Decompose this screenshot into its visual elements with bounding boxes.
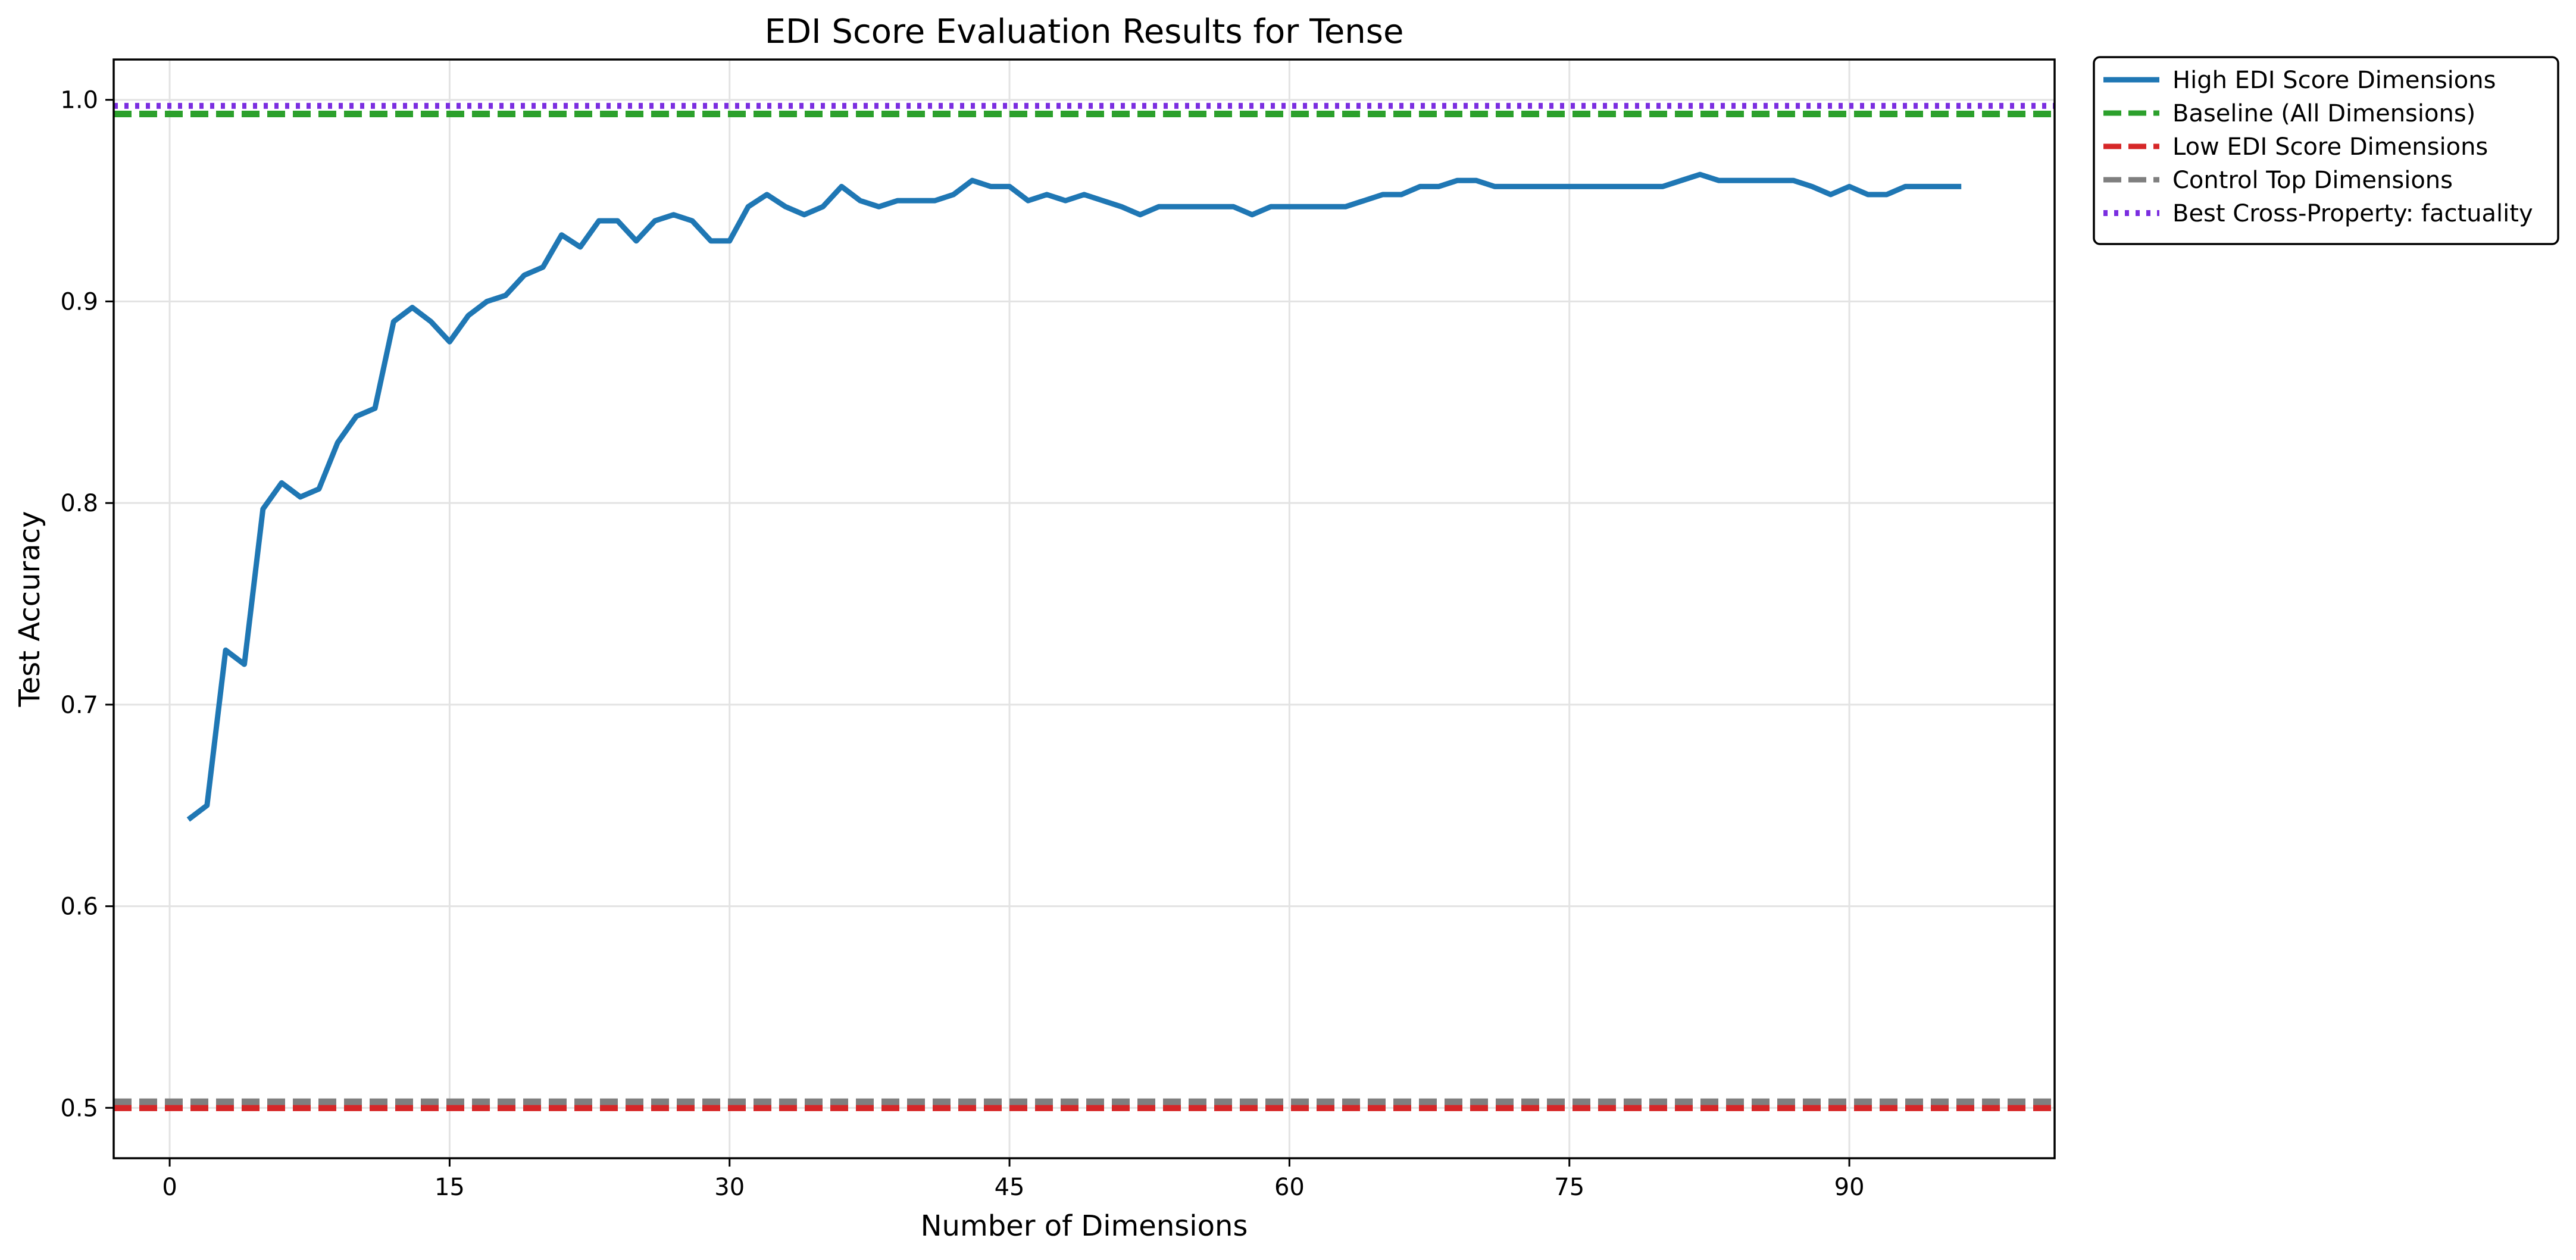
chart-title: EDI Score Evaluation Results for Tense [765, 12, 1404, 51]
legend-label: Best Cross-Property: factuality [2172, 200, 2533, 227]
x-tick-label: 60 [1274, 1174, 1305, 1201]
legend-label: High EDI Score Dimensions [2172, 67, 2496, 94]
x-tick-label: 0 [162, 1174, 177, 1201]
x-tick-label: 30 [714, 1174, 745, 1201]
legend: High EDI Score Dimensions Baseline (All D… [2094, 57, 2558, 244]
legend-label: Low EDI Score Dimensions [2172, 133, 2488, 161]
y-tick-label: 0.8 [60, 490, 98, 517]
legend-label: Baseline (All Dimensions) [2172, 100, 2475, 127]
x-tick-label: 45 [995, 1174, 1025, 1201]
y-tick-label: 1.0 [60, 87, 98, 114]
y-tick-label: 0.9 [60, 288, 98, 315]
y-tick-label: 0.7 [60, 692, 98, 719]
x-tick-label: 75 [1554, 1174, 1584, 1201]
legend-label: Control Top Dimensions [2172, 167, 2453, 194]
y-tick-label: 0.5 [60, 1095, 98, 1122]
x-tick-label: 90 [1834, 1174, 1865, 1201]
x-tick-label: 15 [434, 1174, 465, 1201]
y-tick-label: 0.6 [60, 893, 98, 921]
x-axis-label: Number of Dimensions [921, 1209, 1248, 1243]
y-axis-label: Test Accuracy [13, 511, 46, 708]
